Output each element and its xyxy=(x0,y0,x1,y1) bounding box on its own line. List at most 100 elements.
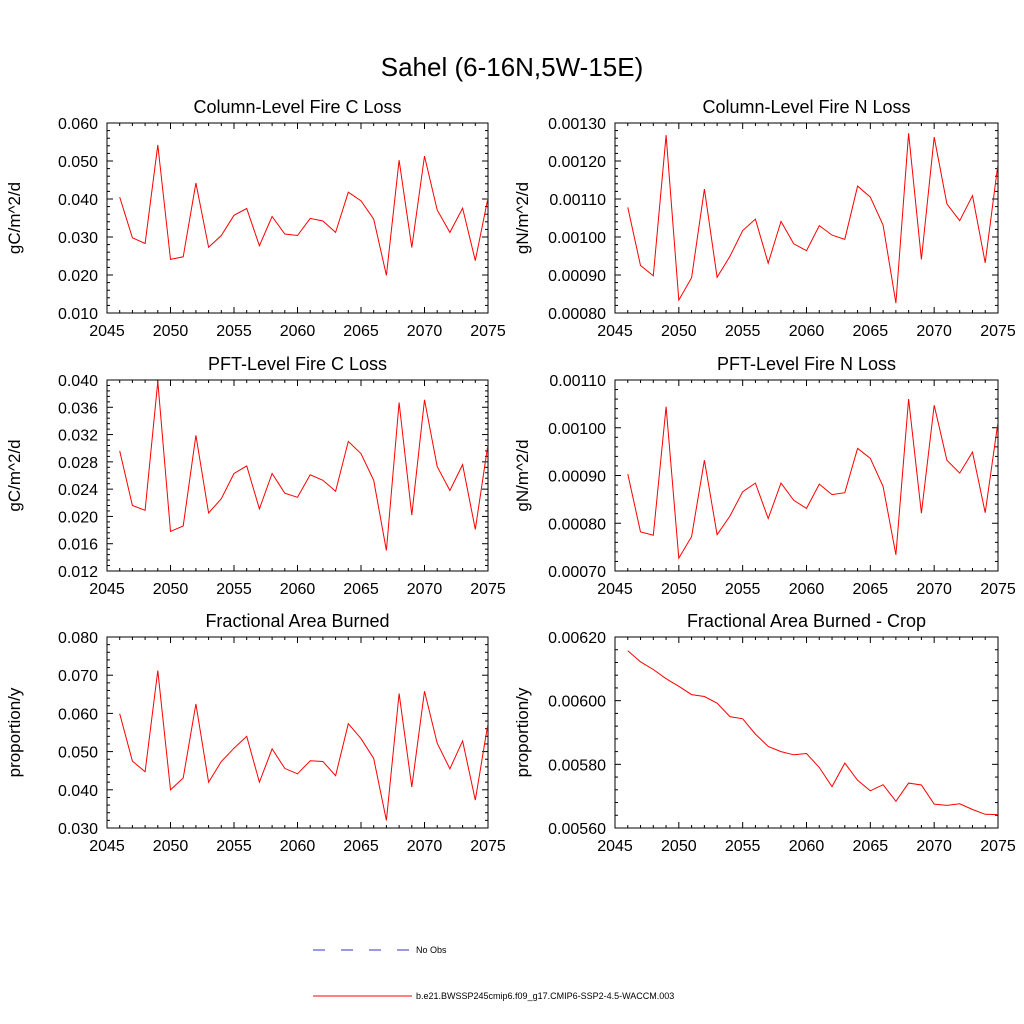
x-tick-label: 2060 xyxy=(280,581,316,598)
x-tick-label: 2055 xyxy=(725,581,761,598)
plot-frame xyxy=(106,122,489,314)
y-tick-label: 0.040 xyxy=(58,192,98,209)
plot-frame xyxy=(106,379,489,572)
chart-title: Fractional Area Burned - Crop xyxy=(687,611,926,631)
y-tick-label: 0.00100 xyxy=(548,421,606,438)
y-tick-label: 0.060 xyxy=(58,706,98,723)
y-tick-label: 0.00100 xyxy=(548,230,606,247)
y-tick-label: 0.040 xyxy=(58,783,98,800)
x-tick-label: 2045 xyxy=(89,838,125,855)
x-tick-label: 2065 xyxy=(343,838,379,855)
y-axis-label: gN/m^2/d xyxy=(513,439,532,511)
x-tick-label: 2075 xyxy=(980,581,1016,598)
series-line xyxy=(627,399,998,560)
x-tick-label: 2055 xyxy=(216,838,252,855)
x-tick-label: 2045 xyxy=(89,323,125,340)
chart-title: Fractional Area Burned xyxy=(205,611,389,631)
y-tick-label: 0.00070 xyxy=(548,564,606,581)
y-tick-label: 0.00090 xyxy=(548,268,606,285)
x-tick-label: 2070 xyxy=(407,323,443,340)
y-tick-label: 0.00110 xyxy=(549,373,606,390)
y-axis-label: gC/m^2/d xyxy=(5,439,24,511)
x-tick-label: 2050 xyxy=(661,581,697,598)
x-tick-label: 2070 xyxy=(916,323,952,340)
x-tick-label: 2045 xyxy=(89,581,125,598)
y-tick-label: 0.012 xyxy=(58,564,98,581)
legend-model-label: b.e21.BWSSP245cmip6.f09_g17.CMIP6-SSP2-4… xyxy=(416,991,674,1001)
chart-title: Column-Level Fire N Loss xyxy=(702,97,910,117)
y-tick-label: 0.00080 xyxy=(548,306,606,323)
y-tick-label: 0.020 xyxy=(58,268,98,285)
x-tick-label: 2055 xyxy=(216,323,252,340)
series-line xyxy=(119,381,488,551)
y-tick-label: 0.030 xyxy=(58,821,98,838)
y-tick-label: 0.00090 xyxy=(548,469,606,486)
y-axis-label: proportion/y xyxy=(513,687,532,777)
x-tick-label: 2050 xyxy=(153,581,189,598)
y-axis-label: gN/m^2/d xyxy=(513,182,532,254)
y-tick-label: 0.00110 xyxy=(549,192,606,209)
y-tick-label: 0.020 xyxy=(58,509,98,526)
x-tick-label: 2065 xyxy=(853,838,889,855)
x-tick-label: 2050 xyxy=(153,838,189,855)
series-line xyxy=(119,144,488,276)
y-tick-label: 0.036 xyxy=(58,400,98,417)
y-tick-label: 0.00620 xyxy=(548,630,606,647)
x-tick-label: 2055 xyxy=(216,581,252,598)
x-tick-label: 2045 xyxy=(597,581,633,598)
x-tick-label: 2075 xyxy=(980,838,1016,855)
x-tick-label: 2070 xyxy=(916,838,952,855)
y-tick-label: 0.00560 xyxy=(548,821,606,838)
legend: No Obs b.e21.BWSSP245cmip6.f09_g17.CMIP6… xyxy=(313,945,674,1001)
x-tick-label: 2070 xyxy=(916,581,952,598)
x-tick-label: 2045 xyxy=(597,838,633,855)
series-line xyxy=(627,650,998,816)
y-axis-label: proportion/y xyxy=(5,687,24,777)
y-tick-label: 0.080 xyxy=(58,630,98,647)
x-tick-label: 2070 xyxy=(407,838,443,855)
x-tick-label: 2045 xyxy=(597,323,633,340)
chart-panel-5: 2045 2050 2055 2060 2065 2070 2075 0.030 0.040 0.… xyxy=(5,611,506,855)
x-tick-label: 2075 xyxy=(470,581,506,598)
x-tick-label: 2070 xyxy=(407,581,443,598)
y-tick-label: 0.030 xyxy=(58,230,98,247)
x-tick-label: 2055 xyxy=(725,323,761,340)
y-tick-label: 0.040 xyxy=(58,373,98,390)
x-tick-label: 2065 xyxy=(343,323,379,340)
chart-panel-6: 2045 2050 2055 2060 2065 2070 2075 0.00560 0.005… xyxy=(513,611,1016,855)
y-tick-label: 0.00600 xyxy=(548,694,606,711)
series-line xyxy=(627,133,998,304)
chart-panel-2: 2045 2050 2055 2060 2065 2070 2075 0.00080 0.000… xyxy=(513,97,1016,340)
x-tick-label: 2075 xyxy=(470,323,506,340)
x-tick-label: 2060 xyxy=(789,581,825,598)
panels: 2045 2050 2055 2060 2065 2070 2075 0.010 0.020 0.… xyxy=(5,97,1016,855)
y-tick-label: 0.050 xyxy=(58,154,98,171)
chart-panel-4: 2045 2050 2055 2060 2065 2070 2075 0.00070 0.000… xyxy=(513,354,1016,598)
x-tick-label: 2055 xyxy=(725,838,761,855)
y-tick-label: 0.032 xyxy=(58,428,98,445)
y-tick-label: 0.00080 xyxy=(548,516,606,533)
x-tick-label: 2050 xyxy=(153,323,189,340)
chart-panel-3: 2045 2050 2055 2060 2065 2070 2075 0.012 0.016 0.… xyxy=(5,354,506,598)
page-title: Sahel (6-16N,5W-15E) xyxy=(381,52,644,82)
chart-title: PFT-Level Fire N Loss xyxy=(717,354,896,374)
x-tick-label: 2050 xyxy=(661,838,697,855)
x-tick-label: 2065 xyxy=(343,581,379,598)
x-tick-label: 2075 xyxy=(470,838,506,855)
chart-title: PFT-Level Fire C Loss xyxy=(208,354,387,374)
x-tick-label: 2075 xyxy=(980,323,1016,340)
y-tick-label: 0.050 xyxy=(58,745,98,762)
x-tick-label: 2065 xyxy=(853,323,889,340)
x-tick-label: 2065 xyxy=(853,581,889,598)
plot-frame xyxy=(614,636,999,829)
x-tick-label: 2060 xyxy=(280,323,316,340)
chart-panel-1: 2045 2050 2055 2060 2065 2070 2075 0.010 0.020 0.… xyxy=(5,97,506,340)
y-tick-label: 0.00120 xyxy=(548,154,606,171)
x-tick-label: 2050 xyxy=(661,323,697,340)
y-tick-label: 0.010 xyxy=(58,306,98,323)
y-tick-label: 0.016 xyxy=(58,537,98,554)
y-tick-label: 0.00130 xyxy=(548,116,606,133)
y-tick-label: 0.00580 xyxy=(548,757,606,774)
series-line xyxy=(119,670,488,821)
